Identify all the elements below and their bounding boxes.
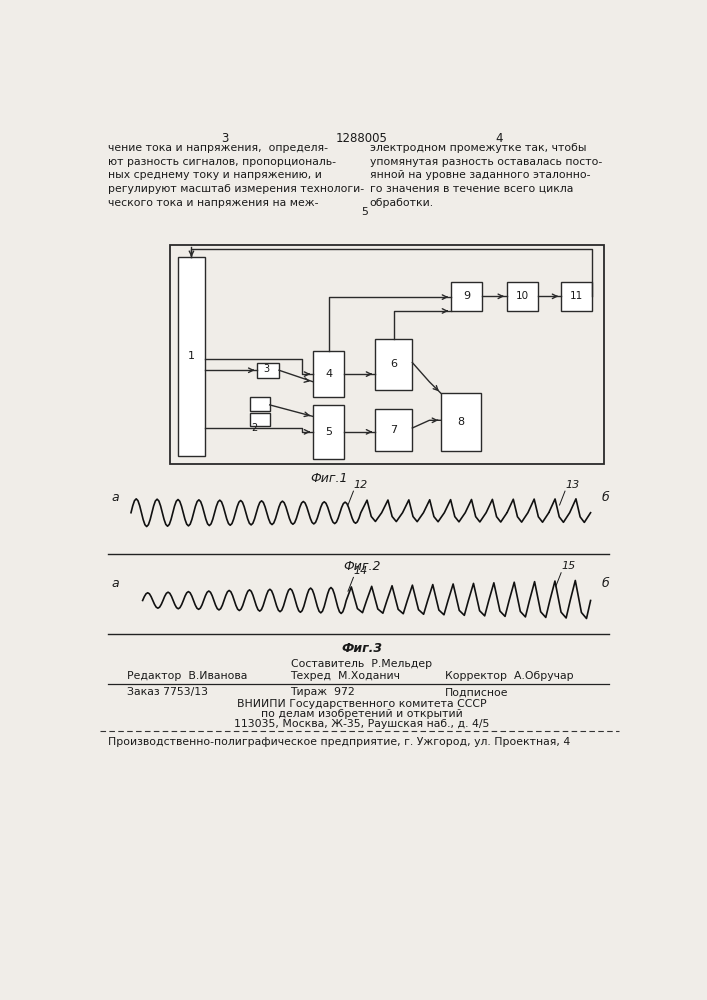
Text: электродном промежутке так, чтобы
упомянутая разность оставалась посто-
янной на: электродном промежутке так, чтобы упомян… [370, 143, 602, 208]
Text: 15: 15 [561, 561, 575, 571]
Text: 9: 9 [463, 291, 470, 301]
Text: по делам изобретений и открытий: по делам изобретений и открытий [261, 709, 463, 719]
Text: Составитель  Р.Мельдер: Составитель Р.Мельдер [291, 659, 433, 669]
Text: 1: 1 [188, 351, 195, 361]
Text: 4: 4 [325, 369, 332, 379]
Text: 2: 2 [251, 423, 257, 433]
Text: Фиг.2: Фиг.2 [343, 560, 380, 573]
Text: а: а [112, 491, 119, 504]
Bar [257, 363, 279, 378]
Text: б: б [602, 577, 609, 590]
Bar [375, 409, 412, 451]
Bar [170, 245, 604, 464]
Text: Редактор  В.Иванова: Редактор В.Иванова [127, 671, 247, 681]
Text: 113035, Москва, Ж-35, Раушская наб., д. 4/5: 113035, Москва, Ж-35, Раушская наб., д. … [234, 719, 490, 729]
Bar [375, 339, 412, 389]
Text: 3: 3 [264, 364, 269, 374]
Text: Техред  М.Ходанич: Техред М.Ходанич [290, 671, 400, 681]
Text: 3: 3 [221, 132, 228, 145]
Text: 14: 14 [354, 566, 368, 576]
Text: 4: 4 [496, 132, 503, 145]
Bar [561, 282, 592, 311]
Text: ВНИИПИ Государственного комитета СССР: ВНИИПИ Государственного комитета СССР [237, 699, 486, 709]
Bar [178, 257, 206, 456]
Text: 10: 10 [516, 291, 529, 301]
Text: 11: 11 [570, 291, 583, 301]
Bar [313, 405, 344, 459]
Text: Тираж  972: Тираж 972 [290, 687, 355, 697]
Text: Фиг.1: Фиг.1 [310, 472, 347, 485]
Bar [250, 397, 270, 411]
Text: чение тока и напряжения,  определя-
ют разность сигналов, пропорциональ-
ных сре: чение тока и напряжения, определя- ют ра… [107, 143, 364, 208]
Text: 6: 6 [390, 359, 397, 369]
Bar [313, 351, 344, 397]
Bar [250, 413, 270, 426]
Text: б: б [602, 491, 609, 504]
Text: Заказ 7753/13: Заказ 7753/13 [127, 687, 208, 697]
Text: Фиг.3: Фиг.3 [341, 642, 382, 655]
Bar [507, 282, 538, 311]
Text: Подписное: Подписное [445, 687, 508, 697]
Text: 12: 12 [354, 480, 368, 490]
Text: 5: 5 [361, 207, 368, 217]
Bar [451, 282, 482, 311]
Text: 5: 5 [325, 427, 332, 437]
Text: Корректор  А.Обручар: Корректор А.Обручар [445, 671, 573, 681]
Bar [441, 393, 481, 451]
Text: 7: 7 [390, 425, 397, 435]
Text: а: а [112, 577, 119, 590]
Text: Производственно-полиграфическое предприятие, г. Ужгород, ул. Проектная, 4: Производственно-полиграфическое предприя… [107, 737, 570, 747]
Text: 1288005: 1288005 [336, 132, 388, 145]
Text: 8: 8 [457, 417, 464, 427]
Text: 13: 13 [565, 480, 579, 490]
